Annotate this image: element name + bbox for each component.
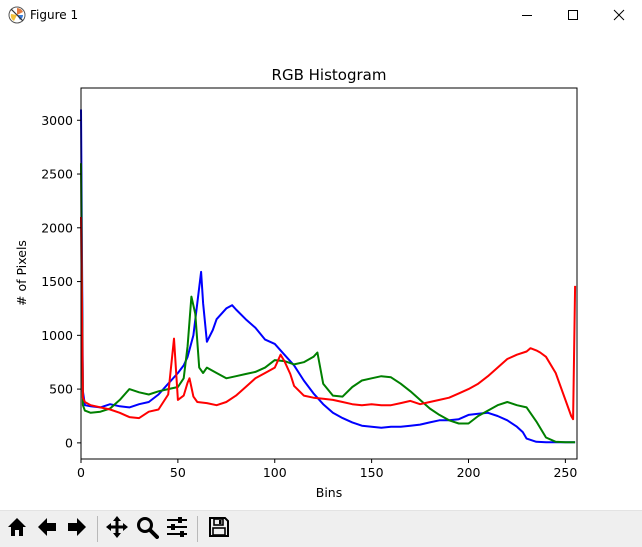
zoom-icon <box>135 515 159 543</box>
x-tick-label: 100 <box>263 465 287 480</box>
x-tick-label: 150 <box>360 465 384 480</box>
series-line-2 <box>80 216 577 421</box>
toolbar-separator <box>197 516 198 542</box>
toolbar-separator <box>97 516 98 542</box>
matplotlib-icon <box>8 6 26 24</box>
y-tick-label: 2000 <box>41 220 73 235</box>
home-icon <box>5 515 29 543</box>
forward-icon <box>65 515 89 543</box>
window-titlebar: Figure 1 <box>0 0 642 31</box>
pan-button[interactable] <box>104 516 130 542</box>
chart-title: RGB Histogram <box>272 66 387 84</box>
close-button[interactable] <box>596 0 642 31</box>
save-button[interactable] <box>206 516 232 542</box>
back-icon <box>35 515 59 543</box>
plot-frame <box>80 87 578 460</box>
minimize-button[interactable] <box>504 0 550 31</box>
navigation-toolbar <box>0 510 642 547</box>
save-icon <box>207 515 231 543</box>
series-line-1 <box>80 163 576 444</box>
y-tick-label: 2500 <box>41 167 73 182</box>
y-tick-label: 1500 <box>41 274 73 289</box>
maximize-button[interactable] <box>550 0 596 31</box>
maximize-icon <box>567 6 579 25</box>
configure-subplots-button[interactable] <box>164 516 190 542</box>
pan-icon <box>105 515 129 543</box>
y-tick-label: 500 <box>49 382 73 397</box>
x-axis-label: Bins <box>316 485 342 500</box>
series-line-0 <box>80 109 576 444</box>
x-tick-label: 50 <box>170 465 186 480</box>
window-title: Figure 1 <box>30 8 79 22</box>
rgb-histogram-chart: RGB Histogram 0 50 100 150 200 25005001000150… <box>0 31 642 510</box>
minimize-icon <box>521 6 533 25</box>
figure-canvas[interactable]: RGB Histogram 0 50 100 150 200 250 0 500 1000 150… <box>0 31 642 510</box>
forward-button[interactable] <box>64 516 90 542</box>
configure-subplots-icon <box>165 515 189 543</box>
back-button[interactable] <box>34 516 60 542</box>
x-tick-label: 250 <box>553 465 577 480</box>
zoom-button[interactable] <box>134 516 160 542</box>
home-button[interactable] <box>4 516 30 542</box>
close-icon <box>613 6 625 25</box>
y-axis-label: # of Pixels <box>14 240 29 306</box>
y-tick-label: 0 <box>65 435 73 450</box>
x-tick-label: 0 <box>77 465 85 480</box>
y-tick-label: 1000 <box>41 328 73 343</box>
x-tick-label: 200 <box>457 465 481 480</box>
y-tick-label: 3000 <box>41 113 73 128</box>
